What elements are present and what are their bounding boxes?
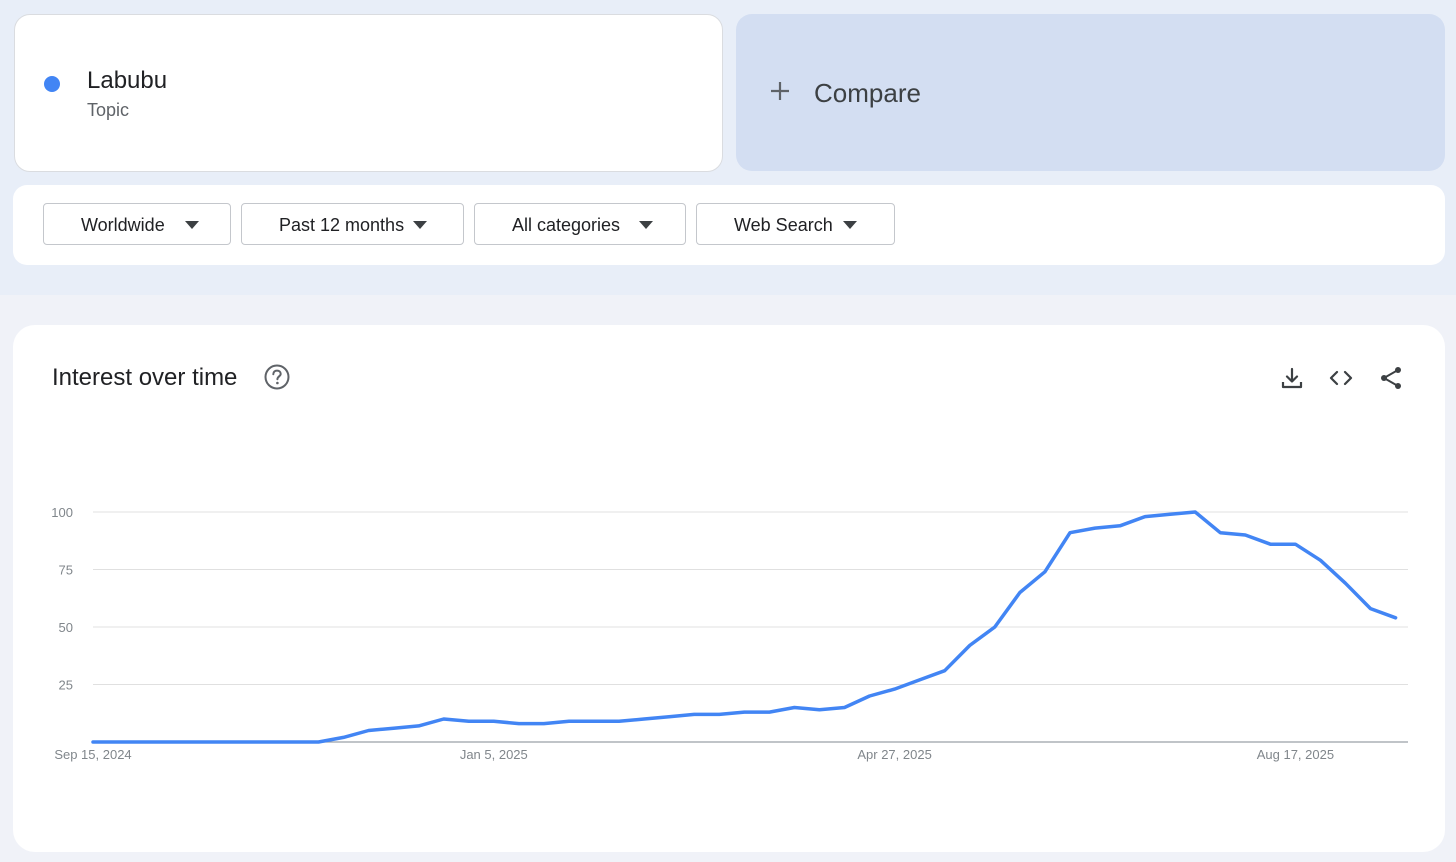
data-point[interactable]: [137, 736, 149, 748]
data-point[interactable]: [1289, 538, 1301, 550]
data-point[interactable]: [1314, 554, 1326, 566]
y-tick-label: 100: [51, 505, 73, 520]
interest-line-chart: 25 50 75 100 Sep 15, 2024 Jan 5, 2025 Apr 27, …: [51, 505, 1408, 762]
filter-search-type[interactable]: Web Search: [696, 203, 895, 245]
compare-button[interactable]: Compare: [736, 14, 1445, 171]
data-point[interactable]: [613, 715, 625, 727]
data-point[interactable]: [187, 736, 199, 748]
data-point[interactable]: [1264, 538, 1276, 550]
data-point[interactable]: [688, 708, 700, 720]
y-tick-label: 50: [59, 620, 73, 635]
y-tick-label: 75: [59, 563, 73, 578]
data-point[interactable]: [663, 711, 675, 723]
data-point[interactable]: [939, 665, 951, 677]
data-point[interactable]: [287, 736, 299, 748]
data-point[interactable]: [1214, 527, 1226, 539]
help-circle-icon[interactable]: [263, 363, 291, 391]
data-point[interactable]: [237, 736, 249, 748]
data-point[interactable]: [413, 720, 425, 732]
data-point[interactable]: [738, 706, 750, 718]
data-point[interactable]: [1390, 612, 1402, 624]
data-point[interactable]: [1340, 577, 1352, 589]
caret-down-icon: [639, 221, 653, 229]
search-term-card[interactable]: Labubu Topic: [14, 14, 723, 172]
data-point[interactable]: [1239, 529, 1251, 541]
data-point[interactable]: [312, 736, 324, 748]
data-point[interactable]: [763, 706, 775, 718]
data-point[interactable]: [1189, 506, 1201, 518]
data-point[interactable]: [388, 722, 400, 734]
term-type: Topic: [87, 100, 130, 120]
x-tick-label: Jan 5, 2025: [460, 747, 528, 762]
y-tick-label: 25: [59, 678, 73, 693]
series-line[interactable]: [91, 510, 1398, 744]
data-point[interactable]: [813, 704, 825, 716]
data-point[interactable]: [964, 639, 976, 651]
data-point[interactable]: [212, 736, 224, 748]
data-point[interactable]: [839, 702, 851, 714]
tick-labels: 25 50 75 100 Sep 15, 2024 Jan 5, 2025 Apr 27, …: [51, 505, 1334, 762]
compare-label: Compare: [814, 78, 921, 108]
x-tick-label: Aug 17, 2025: [1257, 747, 1334, 762]
x-tick-label: Apr 27, 2025: [857, 747, 931, 762]
term-name[interactable]: Labubu: [87, 67, 168, 94]
share-icon[interactable]: [1378, 365, 1404, 391]
panel-title: Interest over time: [52, 364, 238, 391]
x-tick-label: Sep 15, 2024: [54, 747, 131, 762]
data-point[interactable]: [87, 736, 99, 748]
download-icon[interactable]: [1279, 365, 1305, 391]
data-point[interactable]: [112, 736, 124, 748]
grid-lines: [93, 511, 1408, 743]
caret-down-icon: [843, 221, 857, 229]
data-point[interactable]: [914, 674, 926, 686]
data-point[interactable]: [262, 736, 274, 748]
data-point[interactable]: [889, 683, 901, 695]
caret-down-icon: [413, 221, 427, 229]
filter-category-label: All categories: [512, 215, 621, 235]
data-point[interactable]: [1014, 587, 1026, 599]
data-point[interactable]: [463, 715, 475, 727]
data-point[interactable]: [338, 731, 350, 743]
data-point[interactable]: [989, 621, 1001, 633]
data-point[interactable]: [1114, 520, 1126, 532]
data-point[interactable]: [638, 713, 650, 725]
data-point[interactable]: [1064, 527, 1076, 539]
data-point[interactable]: [488, 715, 500, 727]
caret-down-icon: [185, 221, 199, 229]
series-layer: [87, 506, 1402, 748]
data-point[interactable]: [864, 690, 876, 702]
filter-category[interactable]: All categories: [474, 203, 686, 245]
data-point[interactable]: [788, 702, 800, 714]
interest-over-time-panel: Interest over time 25 50 75 100 Sep 15, 2024…: [13, 325, 1445, 852]
data-point[interactable]: [1164, 508, 1176, 520]
filters-bar: Worldwide Past 12 months All categories …: [13, 185, 1445, 265]
embed-code-icon[interactable]: [1328, 365, 1354, 391]
data-point[interactable]: [713, 708, 725, 720]
data-point[interactable]: [162, 736, 174, 748]
data-point[interactable]: [538, 718, 550, 730]
data-point[interactable]: [1139, 511, 1151, 523]
data-point[interactable]: [588, 715, 600, 727]
data-point[interactable]: [1089, 522, 1101, 534]
filter-time-range[interactable]: Past 12 months: [241, 203, 464, 245]
data-point[interactable]: [1039, 566, 1051, 578]
data-point[interactable]: [563, 715, 575, 727]
filter-location-label: Worldwide: [81, 215, 165, 235]
data-point[interactable]: [438, 713, 450, 725]
data-point[interactable]: [363, 725, 375, 737]
data-point[interactable]: [513, 718, 525, 730]
filter-time-range-label: Past 12 months: [279, 215, 405, 235]
plus-icon: [771, 82, 789, 100]
term-color-dot: [44, 76, 60, 92]
filter-location[interactable]: Worldwide: [43, 203, 231, 245]
filter-search-type-label: Web Search: [734, 215, 833, 235]
data-point[interactable]: [1365, 603, 1377, 615]
